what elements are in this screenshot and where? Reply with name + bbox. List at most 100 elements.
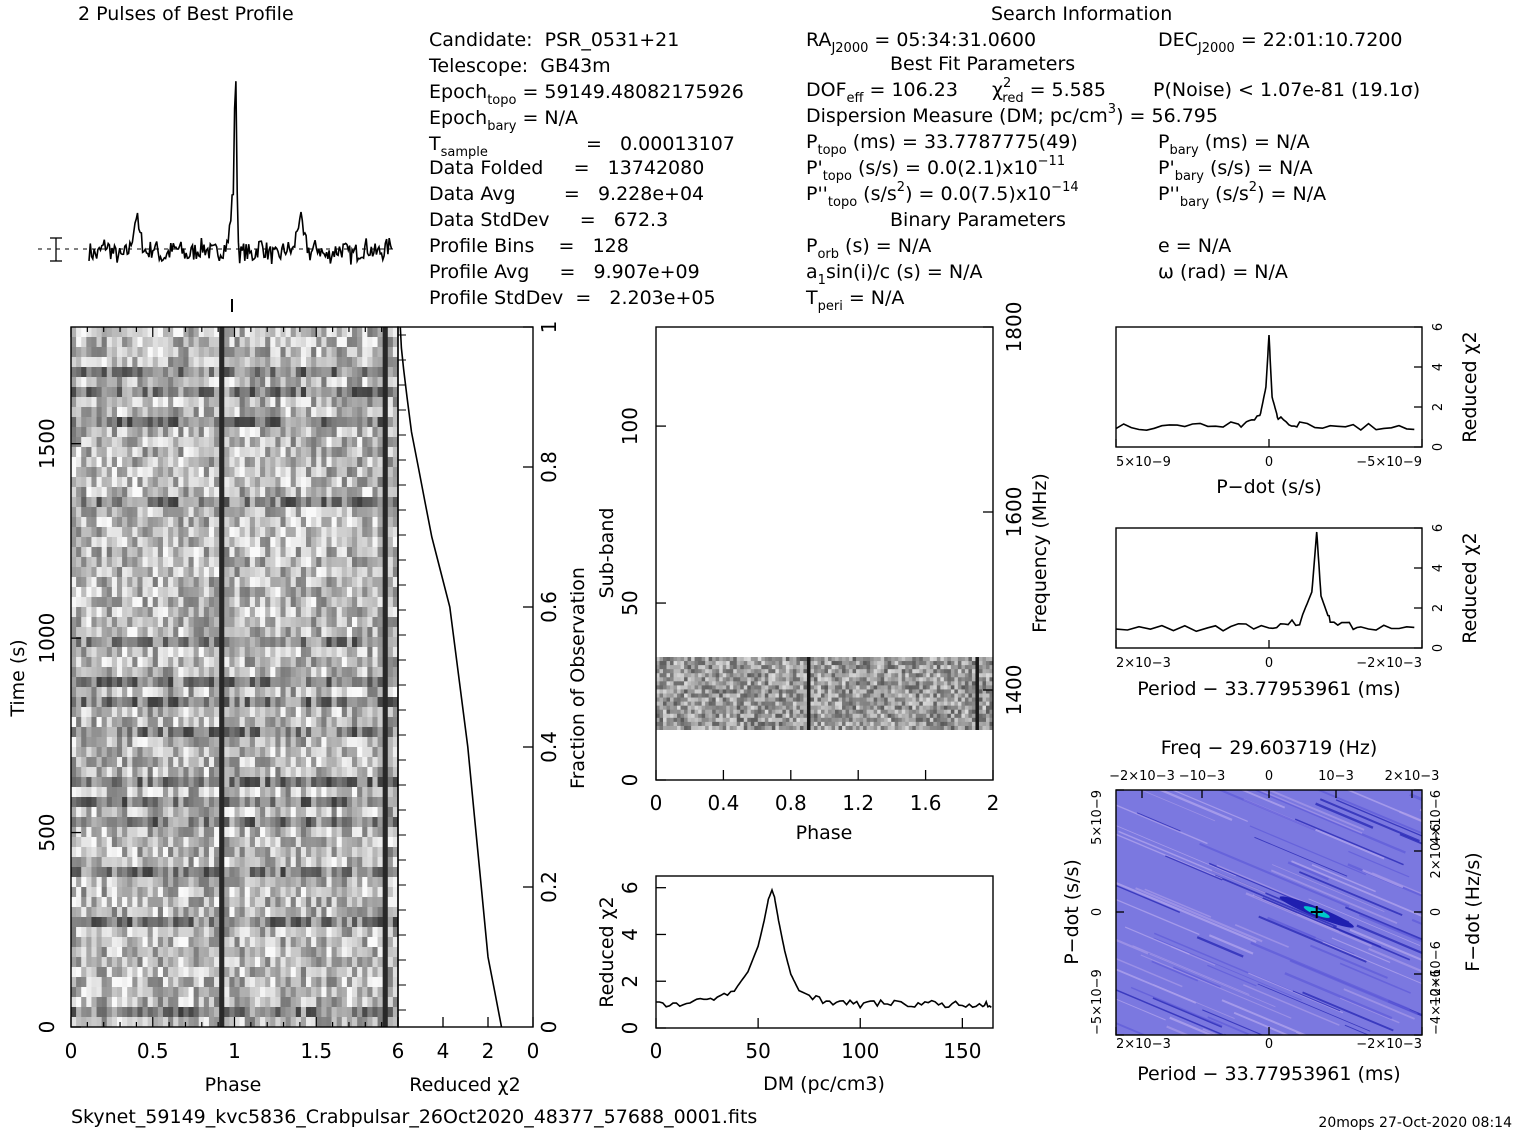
time-phase-cell bbox=[76, 727, 82, 738]
time-phase-cell bbox=[346, 517, 353, 528]
time-phase-cell bbox=[254, 857, 261, 868]
time-phase-cell bbox=[382, 927, 389, 938]
time-phase-cell bbox=[392, 507, 398, 518]
time-phase-cell bbox=[244, 417, 251, 428]
time-phase-cell bbox=[214, 337, 220, 348]
time-phase-cell bbox=[122, 387, 128, 398]
time-phase-cell bbox=[116, 757, 123, 768]
time-phase-cell bbox=[336, 1017, 343, 1027]
freq-phase-cell bbox=[666, 661, 671, 666]
time-phase-cell bbox=[249, 577, 256, 588]
time-phase-cell bbox=[295, 617, 302, 628]
time-phase-cell bbox=[168, 377, 174, 388]
time-phase-cell bbox=[142, 547, 148, 558]
time-phase-cell bbox=[234, 507, 240, 518]
freq-phase-cell bbox=[915, 669, 920, 674]
time-phase-cell bbox=[377, 567, 383, 578]
time-phase-cell bbox=[306, 607, 312, 618]
time-phase-cell bbox=[106, 867, 113, 878]
freq-phase-cell bbox=[747, 669, 752, 674]
freq-phase-cell bbox=[670, 669, 674, 674]
time-phase-cell bbox=[229, 637, 235, 648]
time-phase-cell bbox=[142, 487, 148, 498]
time-phase-cell bbox=[173, 747, 179, 758]
time-phase-cell bbox=[106, 797, 113, 808]
time-phase-cell bbox=[341, 327, 348, 338]
time-phase-cell bbox=[219, 657, 225, 668]
time-phase-cell bbox=[178, 737, 184, 748]
time-phase-cell bbox=[316, 407, 322, 418]
time-phase-cell bbox=[214, 927, 220, 938]
time-phase-cell bbox=[244, 1017, 251, 1027]
time-phase-cell bbox=[316, 927, 322, 938]
freq-phase-cell bbox=[677, 661, 681, 666]
time-phase-cell bbox=[300, 637, 307, 648]
time-phase-cell bbox=[198, 967, 205, 978]
time-phase-cell bbox=[290, 927, 297, 938]
time-phase-cell bbox=[300, 347, 307, 358]
time-phase-cell bbox=[382, 687, 389, 698]
time-phase-cell bbox=[111, 637, 118, 648]
time-phase-cell bbox=[132, 617, 138, 628]
time-phase-cell bbox=[352, 957, 358, 968]
time-phase-cell bbox=[111, 977, 118, 988]
time-phase-cell bbox=[183, 397, 189, 408]
time-phase-cell bbox=[387, 677, 394, 688]
time-phase-cell bbox=[285, 827, 291, 838]
time-phase-cell bbox=[152, 987, 159, 998]
time-phase-cell bbox=[377, 787, 383, 798]
time-phase-cell bbox=[326, 607, 332, 618]
time-phase-cell bbox=[377, 337, 383, 348]
time-phase-cell bbox=[76, 387, 82, 398]
time-phase-cell bbox=[178, 957, 184, 968]
time-phase-cell bbox=[280, 987, 286, 998]
time-phase-cell bbox=[239, 357, 246, 368]
time-phase-cell bbox=[377, 957, 383, 968]
time-phase-cell bbox=[275, 747, 281, 758]
time-phase-cell bbox=[265, 567, 271, 578]
info-epoch-topo: Epochtopo = 59149.48082175926 bbox=[429, 81, 744, 108]
time-phase-cell bbox=[326, 827, 332, 838]
time-phase-cell bbox=[377, 1017, 383, 1027]
time-phase-cell bbox=[311, 557, 317, 568]
time-phase-cell bbox=[152, 617, 159, 628]
time-phase-cell bbox=[127, 557, 133, 568]
time-phase-cell bbox=[76, 767, 82, 778]
time-phase-cell bbox=[367, 387, 373, 398]
time-phase-cell bbox=[392, 927, 398, 938]
time-phase-cell bbox=[101, 607, 108, 618]
time-phase-cell bbox=[229, 857, 235, 868]
time-phase-cell bbox=[116, 497, 123, 508]
time-phase-cell bbox=[137, 597, 143, 608]
time-phase-cell bbox=[157, 1017, 164, 1027]
time-phase-cell bbox=[392, 427, 398, 438]
time-phase-cell bbox=[316, 537, 322, 548]
time-phase-cell bbox=[214, 817, 220, 828]
time-phase-cell bbox=[173, 427, 179, 438]
time-phase-cell bbox=[188, 447, 194, 458]
time-phase-cell bbox=[372, 537, 378, 548]
time-phase-cell bbox=[76, 587, 82, 598]
time-phase-cell bbox=[280, 967, 286, 978]
time-phase-cell bbox=[234, 957, 240, 968]
time-phase-cell bbox=[168, 807, 174, 818]
time-phase-cell bbox=[260, 447, 266, 458]
time-phase-cell bbox=[224, 667, 230, 678]
time-phase-cell bbox=[86, 667, 92, 678]
time-phase-cell bbox=[193, 657, 200, 668]
time-phase-cell bbox=[208, 647, 215, 658]
time-phase-cell bbox=[214, 707, 220, 718]
time-phase-cell bbox=[152, 857, 159, 868]
time-phase-cell bbox=[331, 457, 337, 468]
time-phase-cell bbox=[106, 907, 113, 918]
time-phase-cell bbox=[265, 537, 271, 548]
time-phase-cell bbox=[244, 607, 251, 618]
time-phase-cell bbox=[71, 957, 77, 968]
time-phase-cell bbox=[111, 747, 118, 758]
freq-phase-cell bbox=[835, 669, 839, 674]
time-phase-cell bbox=[86, 707, 92, 718]
time-phase-cell bbox=[152, 567, 159, 578]
time-phase-cell bbox=[377, 837, 383, 848]
time-phase-cell bbox=[321, 797, 327, 808]
time-phase-cell bbox=[280, 577, 286, 588]
